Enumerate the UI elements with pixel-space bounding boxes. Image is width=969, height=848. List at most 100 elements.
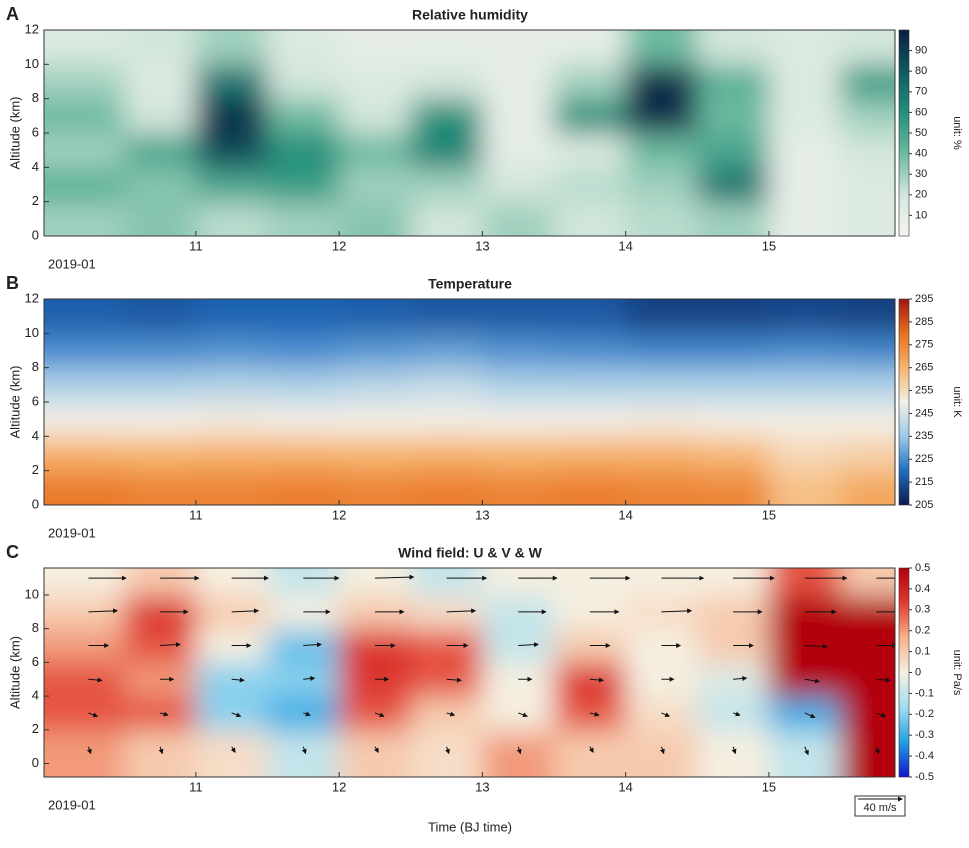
colorbar-tick-label: 40 <box>915 148 927 160</box>
heat-cell <box>482 333 556 369</box>
heat-cell <box>768 98 842 134</box>
heat-cell <box>482 98 556 134</box>
heat-cell <box>482 64 556 100</box>
heat-cell <box>410 133 484 169</box>
heat-cell <box>840 133 895 169</box>
heat-cell <box>195 594 269 630</box>
colorbar-tick-label: -0.3 <box>915 729 934 741</box>
heat-cell <box>625 201 699 236</box>
y-tick-label: 6 <box>32 124 39 139</box>
heat-cell <box>840 568 895 596</box>
heat-cell <box>554 201 627 236</box>
heat-cell <box>195 167 269 203</box>
heat-cell <box>410 167 484 203</box>
x-tick-label: 12 <box>332 779 346 794</box>
heat-cell <box>840 201 895 236</box>
y-tick-label: 0 <box>32 755 39 770</box>
heat-cell <box>697 30 770 66</box>
heat-cell <box>339 167 412 203</box>
heat-cell <box>44 568 126 596</box>
heat-cell <box>554 299 627 335</box>
x-tick-label: 12 <box>332 238 346 253</box>
heat-cell <box>625 729 699 777</box>
wind-arrow <box>661 608 693 614</box>
heat-cell <box>625 367 699 403</box>
heat-cell <box>554 167 627 203</box>
heat-cell <box>554 568 627 596</box>
colorbar <box>898 567 910 778</box>
heat-cell <box>697 662 770 698</box>
heat-cell <box>482 167 556 203</box>
heat-cell <box>697 470 770 505</box>
colorbar-tick-label: 215 <box>915 476 933 488</box>
heat-cell <box>554 30 627 66</box>
colorbar-tick-label: 285 <box>915 316 933 328</box>
heat-cell <box>625 402 699 438</box>
heat-cell <box>339 568 412 596</box>
heat-cell <box>339 64 412 100</box>
heat-cell <box>44 696 126 731</box>
heat-cell <box>195 64 269 100</box>
heat-cell <box>625 133 699 169</box>
x-tick-label: 14 <box>618 507 632 522</box>
colorbar <box>898 29 910 237</box>
heat-cell <box>625 594 699 630</box>
wind-arrow <box>804 712 816 719</box>
heat-cell <box>410 402 484 438</box>
heat-cell <box>44 402 126 438</box>
y-tick-label: 4 <box>32 428 39 443</box>
heatmap-area <box>44 30 895 236</box>
heat-cell <box>44 662 126 698</box>
wind-arrow <box>160 642 181 648</box>
heat-cell <box>124 133 197 169</box>
heat-cell <box>625 167 699 203</box>
heat-cell <box>625 98 699 134</box>
heat-cell <box>768 64 842 100</box>
heat-cell <box>554 402 627 438</box>
heat-cell <box>697 64 770 100</box>
heat-cell <box>482 367 556 403</box>
heat-cell <box>410 367 484 403</box>
wind-arrow <box>88 712 99 718</box>
x-tick-label: 14 <box>618 238 632 253</box>
colorbar-tick-label: 0.4 <box>915 583 930 595</box>
heat-cell <box>44 167 126 203</box>
y-tick-label: 2 <box>32 462 39 477</box>
heat-cell <box>840 470 895 505</box>
heat-cell <box>768 133 842 169</box>
y-axis-label: Altitude (km) <box>7 636 22 709</box>
wind-arrow <box>374 746 379 754</box>
wind-arrow <box>374 712 385 718</box>
heat-cell <box>195 367 269 403</box>
heat-cell <box>410 64 484 100</box>
heat-cell <box>768 333 842 369</box>
heat-cell <box>410 568 484 596</box>
heat-cell <box>554 729 627 777</box>
heat-cell <box>697 201 770 236</box>
heat-cell <box>124 402 197 438</box>
heat-cell <box>768 568 842 596</box>
heat-cell <box>267 662 341 698</box>
heat-cell <box>124 64 197 100</box>
heat-cell <box>44 201 126 236</box>
heat-cell <box>124 436 197 472</box>
heat-cell <box>697 729 770 777</box>
heat-cell <box>267 729 341 777</box>
heat-cell <box>267 167 341 203</box>
colorbar-tick-label: -0.1 <box>915 687 934 699</box>
wind-arrow <box>518 712 528 718</box>
x-tick-label: 13 <box>475 507 489 522</box>
heat-cell <box>482 299 556 335</box>
heat-cell <box>697 167 770 203</box>
heatmap-area <box>44 299 895 505</box>
heat-cell <box>339 201 412 236</box>
heat-cell <box>697 133 770 169</box>
heat-cell <box>840 402 895 438</box>
x-tick-label: 14 <box>618 779 632 794</box>
wind-arrow <box>158 746 164 755</box>
heat-cell <box>697 367 770 403</box>
y-tick-label: 12 <box>25 290 39 305</box>
heat-cell <box>267 367 341 403</box>
colorbar-tick-label: 70 <box>915 86 927 98</box>
wind-arrow <box>731 746 737 755</box>
